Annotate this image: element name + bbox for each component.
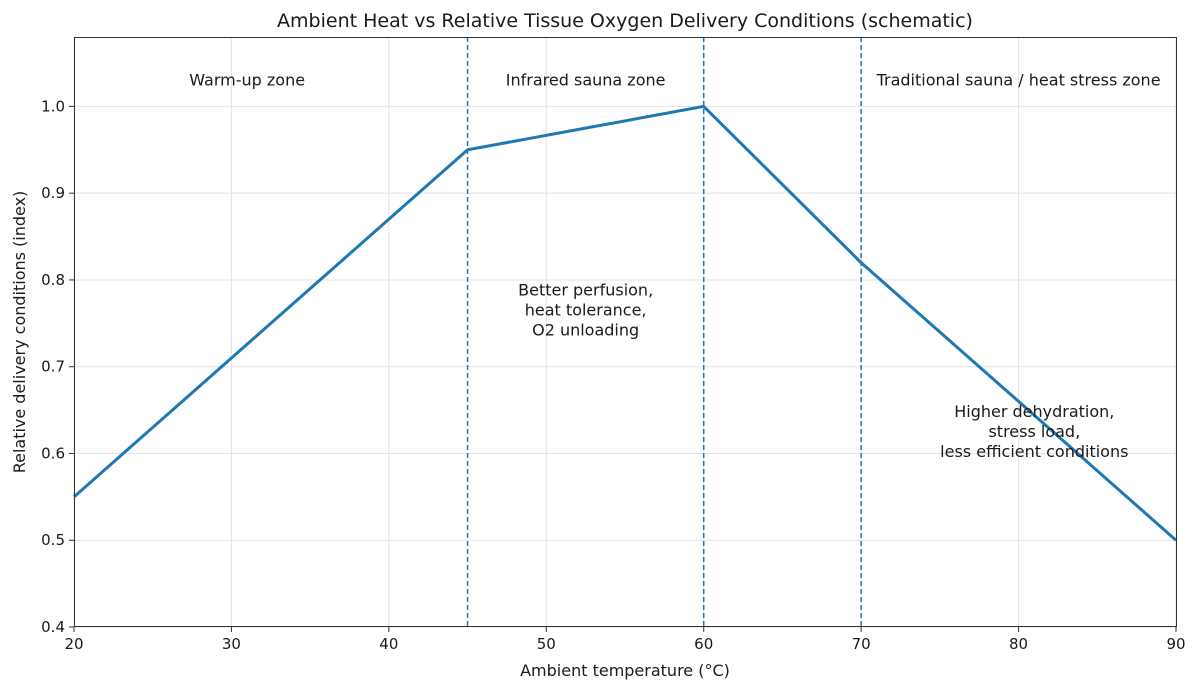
annotation: Infrared sauna zone bbox=[506, 70, 666, 89]
y-tick-label: 0.6 bbox=[41, 444, 65, 462]
y-axis-label: Relative delivery conditions (index) bbox=[10, 191, 29, 474]
x-tick-label: 50 bbox=[537, 635, 556, 653]
annotation: Better perfusion, heat tolerance, O2 unloa… bbox=[518, 280, 653, 339]
annotation-line: stress load, bbox=[988, 422, 1080, 441]
y-tick-label: 0.4 bbox=[41, 618, 65, 636]
x-tick-label: 60 bbox=[694, 635, 713, 653]
x-tick-label: 70 bbox=[852, 635, 871, 653]
annotations: Warm-up zone Infrared sauna zone Tradition… bbox=[189, 70, 1160, 460]
series bbox=[73, 104, 1177, 542]
x-axis-label: Ambient temperature (°C) bbox=[520, 661, 730, 680]
y-tick-label: 0.5 bbox=[41, 531, 65, 549]
annotation: Higher dehydration, stress load, less effi… bbox=[940, 402, 1128, 461]
annotation-line: Better perfusion, bbox=[518, 280, 653, 299]
annotation-line: Higher dehydration, bbox=[954, 402, 1114, 421]
y-tick-label: 0.7 bbox=[41, 358, 65, 376]
annotation-line: less efficient conditions bbox=[940, 442, 1128, 461]
x-tick-label: 20 bbox=[64, 635, 83, 653]
zone-dividers bbox=[466, 37, 862, 627]
x-tick-label: 80 bbox=[1009, 635, 1028, 653]
annotation-line: Traditional sauna / heat stress zone bbox=[876, 70, 1161, 89]
plot-frame bbox=[74, 37, 1177, 627]
y-tick-label: 0.9 bbox=[41, 184, 65, 202]
annotation-line: Warm-up zone bbox=[189, 70, 305, 89]
annotation-line: Infrared sauna zone bbox=[506, 70, 666, 89]
y-tick-label: 0.8 bbox=[41, 271, 65, 289]
annotation: Warm-up zone bbox=[189, 70, 305, 89]
ticks: 20 30 40 50 60 70 80 90 0.4 0.5 0.6 0.7 0.8 0.9 1.0 bbox=[41, 97, 1185, 653]
chart-title: Ambient Heat vs Relative Tissue Oxygen D… bbox=[277, 10, 973, 32]
y-tick-label: 1.0 bbox=[41, 97, 65, 115]
annotation: Traditional sauna / heat stress zone bbox=[876, 70, 1161, 89]
x-tick-label: 30 bbox=[222, 635, 241, 653]
x-tick-label: 40 bbox=[379, 635, 398, 653]
annotation-line: O2 unloading bbox=[532, 320, 639, 339]
annotation-line: heat tolerance, bbox=[525, 300, 647, 319]
x-tick-label: 90 bbox=[1166, 635, 1185, 653]
series-line bbox=[73, 104, 1177, 542]
